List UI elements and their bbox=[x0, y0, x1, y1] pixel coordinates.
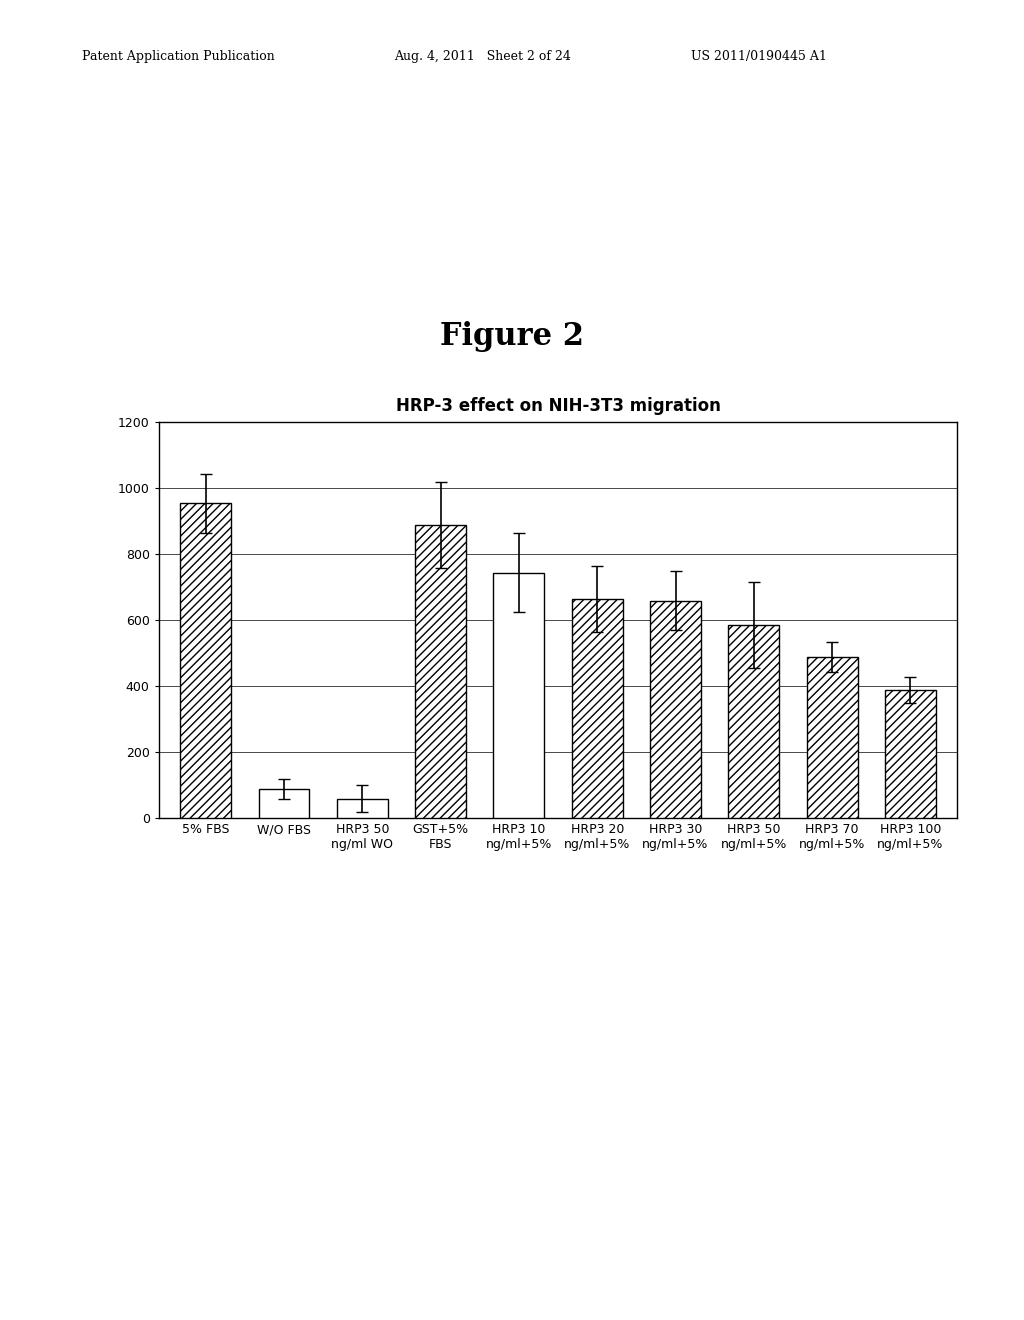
Bar bbox=[415, 525, 466, 818]
Bar bbox=[885, 689, 936, 818]
Bar bbox=[180, 503, 231, 818]
Title: HRP-3 effect on NIH-3T3 migration: HRP-3 effect on NIH-3T3 migration bbox=[395, 397, 721, 416]
Bar bbox=[494, 573, 545, 818]
Bar bbox=[728, 626, 779, 818]
Bar bbox=[650, 601, 701, 818]
Bar bbox=[571, 599, 623, 818]
Bar bbox=[258, 788, 309, 818]
Text: Patent Application Publication: Patent Application Publication bbox=[82, 50, 274, 63]
Bar bbox=[807, 657, 858, 818]
Text: US 2011/0190445 A1: US 2011/0190445 A1 bbox=[691, 50, 827, 63]
Text: Aug. 4, 2011   Sheet 2 of 24: Aug. 4, 2011 Sheet 2 of 24 bbox=[394, 50, 571, 63]
Text: Figure 2: Figure 2 bbox=[440, 321, 584, 352]
Bar bbox=[337, 799, 388, 818]
